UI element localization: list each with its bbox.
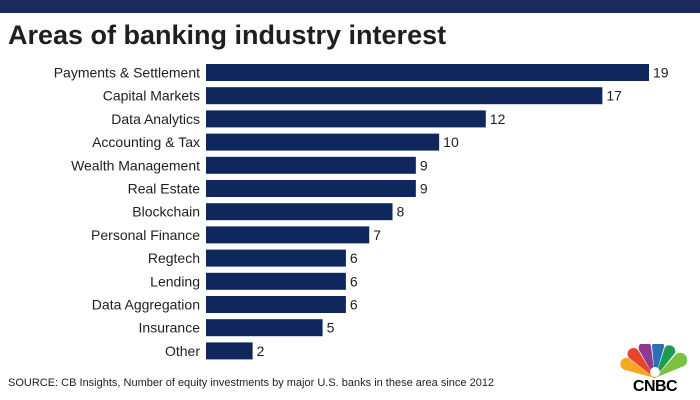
cnbc-logo: CNBC [616,340,694,398]
value-label: 2 [257,343,265,359]
category-label: Payments & Settlement [54,65,200,81]
value-label: 8 [397,204,405,220]
bar [206,64,649,81]
bar [206,87,603,105]
bar [206,296,346,313]
value-label: 10 [443,134,459,150]
peacock-icon [620,340,688,378]
source-note: SOURCE: CB Insights, Number of equity in… [8,377,495,389]
value-label: 17 [606,88,622,104]
category-label: Data Analytics [111,111,200,127]
category-label: Accounting & Tax [92,134,200,150]
bar [206,226,370,244]
top-band [0,0,700,13]
value-label: 6 [350,250,358,266]
bar [206,249,346,267]
category-label: Wealth Management [71,157,200,173]
bar [206,156,416,174]
value-label: 5 [327,320,335,336]
value-label: 9 [420,181,428,197]
value-label: 6 [350,273,358,289]
category-label: Data Aggregation [92,297,200,313]
value-label: 6 [350,297,358,313]
category-label: Personal Finance [91,227,200,243]
bar [206,319,323,337]
category-label: Lending [150,273,200,289]
category-label: Capital Markets [103,88,200,104]
category-label: Insurance [139,320,201,336]
bar [206,110,486,128]
value-label: 12 [490,111,506,127]
bar [206,342,253,360]
chart-title: Areas of banking industry interest [8,20,447,50]
value-label: 9 [420,157,428,173]
bar-chart: Payments & Settlement 19 Capital Markets 17… [54,64,669,360]
value-label: 7 [373,227,381,243]
logo-text: CNBC [632,378,678,395]
bar [206,203,393,221]
bar [206,272,346,290]
value-label: 19 [653,65,669,81]
category-label: Blockchain [132,204,200,220]
category-label: Real Estate [128,181,201,197]
category-label: Regtech [148,250,200,266]
bar [206,180,416,197]
category-label: Other [165,343,200,359]
bar [206,133,440,151]
